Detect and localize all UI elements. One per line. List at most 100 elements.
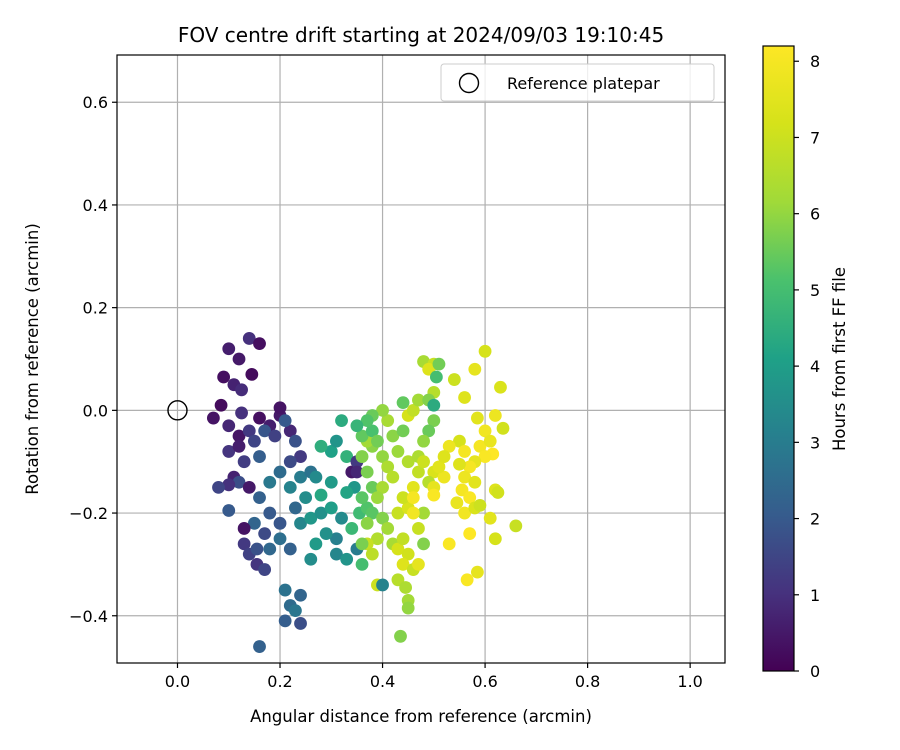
data-point xyxy=(294,588,307,602)
data-point xyxy=(273,401,287,415)
colorbar-label: Hours from first FF file xyxy=(830,267,849,451)
data-point xyxy=(494,380,507,394)
data-point xyxy=(437,470,451,484)
data-point xyxy=(396,532,410,546)
data-point xyxy=(376,480,389,494)
data-point xyxy=(206,411,220,425)
data-point xyxy=(468,362,482,376)
data-point xyxy=(360,414,374,428)
data-point xyxy=(396,558,410,571)
data-point xyxy=(222,342,236,356)
data-point xyxy=(253,640,266,653)
data-points xyxy=(206,332,523,653)
data-point xyxy=(309,470,323,484)
data-point xyxy=(401,601,415,615)
plot-frame xyxy=(116,54,726,664)
data-point xyxy=(278,614,292,628)
data-point xyxy=(330,547,343,561)
data-point xyxy=(319,527,333,540)
data-point xyxy=(412,393,425,407)
reference-platepar-marker xyxy=(167,400,188,421)
data-point xyxy=(314,439,328,453)
data-point xyxy=(289,604,302,618)
data-point xyxy=(212,480,225,494)
data-point xyxy=(417,434,430,448)
data-point xyxy=(360,465,374,479)
data-point xyxy=(273,516,287,530)
data-point xyxy=(263,475,277,489)
data-point xyxy=(396,424,410,438)
data-point xyxy=(463,460,477,474)
data-point xyxy=(335,414,348,428)
data-point xyxy=(450,496,464,510)
data-point xyxy=(360,516,374,530)
data-point xyxy=(314,488,328,502)
data-point xyxy=(371,532,384,546)
legend: Reference platepar xyxy=(440,63,715,102)
data-point xyxy=(463,491,477,505)
data-point xyxy=(237,537,251,551)
data-point xyxy=(417,537,430,551)
data-point xyxy=(437,450,451,463)
data-point xyxy=(391,542,405,556)
data-point xyxy=(396,396,410,410)
data-point xyxy=(235,383,248,397)
x-tick-label: 0.0 xyxy=(165,672,190,691)
data-point xyxy=(391,506,405,520)
data-point xyxy=(417,455,430,469)
colorbar-tick-label: 8 xyxy=(810,52,820,71)
x-tick-label: 0.6 xyxy=(472,672,497,691)
plot-grid xyxy=(117,55,725,663)
data-point xyxy=(242,424,256,438)
data-point xyxy=(278,414,292,428)
data-point xyxy=(222,445,236,458)
data-point xyxy=(294,617,307,630)
legend-box xyxy=(440,63,715,102)
y-tick-label: 0.6 xyxy=(83,93,108,112)
data-point xyxy=(458,445,471,458)
data-point xyxy=(427,414,441,428)
data-point xyxy=(232,439,246,453)
data-point xyxy=(355,558,369,571)
data-point xyxy=(235,406,248,420)
data-point xyxy=(406,506,420,520)
data-point xyxy=(355,491,369,505)
data-point xyxy=(273,465,287,479)
data-point xyxy=(427,488,441,502)
data-point xyxy=(376,403,389,417)
colorbar-tick-label: 1 xyxy=(810,586,820,605)
data-point xyxy=(253,337,266,350)
data-point xyxy=(294,516,307,530)
data-point xyxy=(478,450,492,463)
data-point xyxy=(330,434,343,448)
data-point xyxy=(429,370,443,384)
data-point xyxy=(253,491,266,505)
data-point xyxy=(406,480,420,494)
data-point xyxy=(232,352,246,366)
y-axis-label: Rotation from reference (arcmin) xyxy=(23,223,42,495)
x-tick-label: 1.0 xyxy=(677,672,702,691)
data-point xyxy=(324,501,338,515)
data-point xyxy=(417,506,430,520)
data-point xyxy=(365,424,379,438)
data-point xyxy=(273,532,287,546)
data-point xyxy=(406,403,420,417)
colorbar-tick-label: 5 xyxy=(810,281,820,300)
data-point xyxy=(365,480,379,494)
data-point xyxy=(258,563,272,576)
data-point xyxy=(268,429,282,443)
data-point xyxy=(324,475,338,489)
y-tick-label: 0.4 xyxy=(83,196,108,215)
y-tick-label: −0.4 xyxy=(69,607,108,626)
data-point xyxy=(345,522,359,535)
data-point xyxy=(376,578,389,592)
data-point xyxy=(355,429,369,443)
data-point xyxy=(309,537,323,551)
colorbar-ticks: 0 1 2 3 4 5 6 7 8 xyxy=(794,52,820,681)
data-point xyxy=(258,424,272,438)
colorbar-tick-label: 4 xyxy=(810,357,820,376)
data-point xyxy=(340,486,354,499)
data-point xyxy=(283,480,297,494)
data-point xyxy=(232,475,246,489)
data-point xyxy=(406,491,420,505)
